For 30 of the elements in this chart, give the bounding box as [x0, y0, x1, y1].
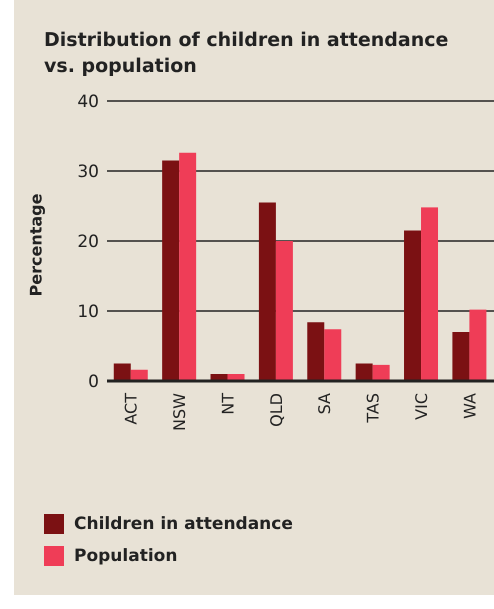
x-tick-label: SA — [315, 392, 334, 414]
bar — [162, 160, 180, 381]
x-tick-label: NSW — [170, 392, 190, 431]
x-tick-label: TAS — [364, 393, 383, 424]
y-tick-label: 30 — [77, 162, 99, 182]
y-tick-label: 40 — [77, 92, 99, 112]
bar — [258, 202, 276, 381]
chart-title: Distribution of children in attendance vs. population — [44, 28, 450, 79]
bar — [404, 230, 422, 381]
bar — [114, 364, 131, 381]
y-tick-label: 20 — [77, 232, 99, 252]
bar — [421, 207, 438, 381]
bar — [469, 310, 486, 381]
bar — [356, 364, 373, 381]
bar — [276, 241, 293, 381]
x-tick-label: QLD — [266, 393, 286, 427]
y-tick-label: 10 — [77, 302, 99, 322]
legend-label: Population — [74, 546, 178, 566]
bar — [179, 152, 196, 381]
bar — [452, 332, 470, 381]
x-tick-label: NT — [218, 392, 238, 415]
x-tick-label: WA — [460, 392, 480, 419]
y-tick-label: 0 — [88, 372, 99, 392]
bar — [307, 322, 324, 381]
x-tick-label: ACT — [122, 392, 141, 425]
bar — [372, 364, 390, 381]
bar — [324, 329, 342, 381]
x-tick-label: VIC — [412, 393, 431, 420]
y-axis-title: Percentage — [26, 194, 46, 296]
legend-label: Children in attendance — [74, 514, 293, 534]
